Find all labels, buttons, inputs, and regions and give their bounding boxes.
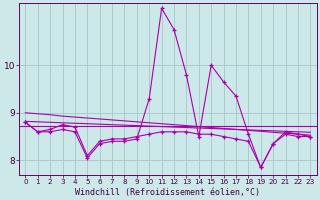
X-axis label: Windchill (Refroidissement éolien,°C): Windchill (Refroidissement éolien,°C) [75,188,260,197]
